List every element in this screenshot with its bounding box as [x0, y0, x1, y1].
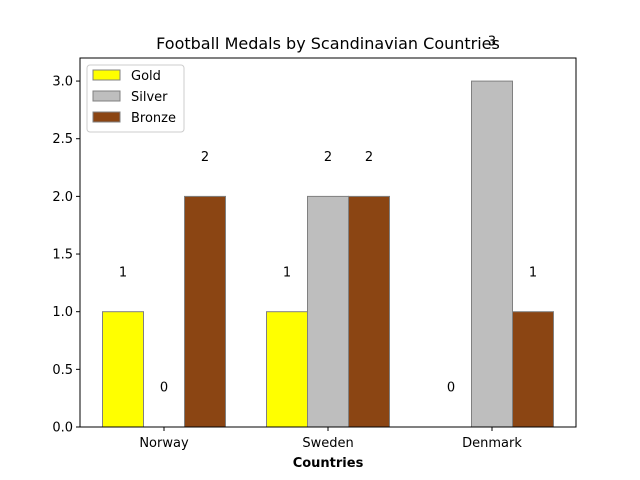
y-tick-label: 2.0	[52, 190, 73, 205]
bar-value-label: 1	[283, 265, 291, 280]
bar-gold-sweden	[266, 311, 308, 428]
legend-swatch-silver	[92, 90, 121, 102]
bar-value-label: 3	[488, 35, 496, 50]
bar-silver-denmark	[471, 80, 513, 428]
bar-value-label: 2	[324, 150, 332, 165]
y-axis: 0.0 0.5 1.0 1.5 2.0 2.5 3.0	[52, 75, 80, 436]
y-tick-label: 1.0	[52, 305, 73, 320]
y-tick-label: 0.5	[52, 363, 73, 378]
y-tick-label: 2.5	[52, 132, 73, 147]
bar-bronze-norway	[184, 195, 226, 428]
legend: Gold Silver Bronze	[86, 64, 185, 133]
bar-value-label: 0	[160, 381, 168, 396]
legend-label-bronze: Bronze	[131, 111, 176, 126]
x-axis: Norway Sweden Denmark	[139, 427, 522, 451]
bar-value-label: 2	[365, 150, 373, 165]
bar-labels-group: 1 1 0 0 2 3 2 2 1	[119, 35, 537, 396]
legend-swatch-gold	[92, 69, 121, 81]
bar-value-label: 1	[119, 265, 127, 280]
x-tick-label: Sweden	[302, 436, 353, 451]
bar-value-label: 2	[201, 150, 209, 165]
bars-group	[102, 80, 554, 428]
legend-label-silver: Silver	[131, 90, 168, 105]
bar-gold-norway	[102, 311, 144, 428]
y-tick-label: 0.0	[52, 421, 73, 436]
bar-silver-sweden	[307, 195, 349, 428]
legend-label-gold: Gold	[131, 69, 161, 84]
bar-value-label: 1	[529, 265, 537, 280]
y-tick-label: 1.5	[52, 248, 73, 263]
x-axis-label: Countries	[293, 456, 364, 471]
bar-bronze-sweden	[348, 195, 390, 428]
chart-title: Football Medals by Scandinavian Countrie…	[156, 34, 500, 53]
x-tick-label: Norway	[139, 436, 189, 451]
legend-swatch-bronze	[92, 111, 121, 123]
bar-bronze-denmark	[512, 311, 554, 428]
x-tick-label: Denmark	[462, 436, 522, 451]
y-tick-label: 3.0	[52, 75, 73, 90]
bar-value-label: 0	[447, 381, 455, 396]
